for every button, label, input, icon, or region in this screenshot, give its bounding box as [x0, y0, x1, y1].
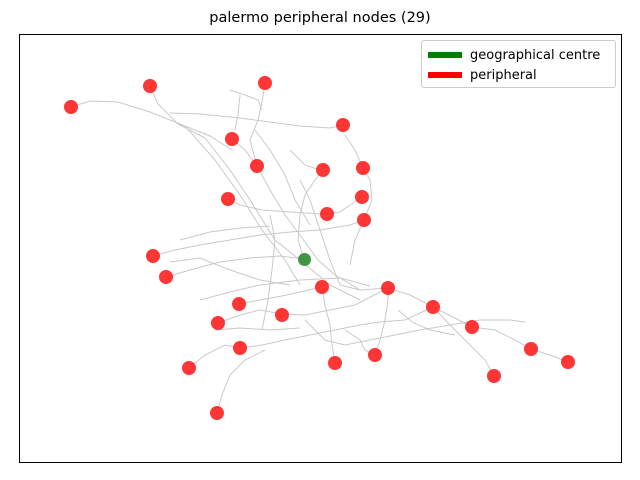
peripheral-node — [328, 356, 342, 370]
peripheral-node — [146, 249, 160, 263]
peripheral-node — [250, 159, 264, 173]
peripheral-node — [355, 190, 369, 204]
peripheral-node — [368, 348, 382, 362]
peripheral-node — [221, 192, 235, 206]
peripheral-node — [159, 270, 173, 284]
peripheral-node — [182, 361, 196, 375]
peripheral-node — [524, 342, 538, 356]
peripheral-node — [225, 132, 239, 146]
peripheral-node — [143, 79, 157, 93]
peripheral-node — [275, 308, 289, 322]
peripheral-node — [357, 213, 371, 227]
peripheral-node — [210, 406, 224, 420]
peripheral-nodes — [64, 76, 575, 420]
peripheral-node — [465, 320, 479, 334]
peripheral-node — [487, 369, 501, 383]
legend-label: peripheral — [470, 67, 537, 83]
legend-item-geographical-centre: geographical centre — [428, 46, 600, 64]
legend: geographical centre peripheral — [421, 40, 616, 88]
peripheral-node — [561, 355, 575, 369]
peripheral-node — [381, 281, 395, 295]
geographical-centre-node — [298, 253, 311, 266]
map-title: palermo peripheral nodes (29) — [209, 10, 431, 26]
peripheral-node — [426, 300, 440, 314]
legend-item-peripheral: peripheral — [428, 66, 537, 84]
peripheral-node — [336, 118, 350, 132]
peripheral-node — [315, 280, 329, 294]
legend-swatch-green — [428, 52, 462, 58]
legend-swatch-red — [428, 72, 462, 78]
peripheral-node — [64, 100, 78, 114]
legend-label: geographical centre — [470, 47, 601, 63]
map-frame — [19, 34, 622, 463]
peripheral-node — [258, 76, 272, 90]
peripheral-node — [356, 161, 370, 175]
peripheral-node — [211, 316, 225, 330]
peripheral-node — [233, 341, 247, 355]
peripheral-node — [320, 207, 334, 221]
peripheral-node — [232, 297, 246, 311]
peripheral-node — [316, 163, 330, 177]
